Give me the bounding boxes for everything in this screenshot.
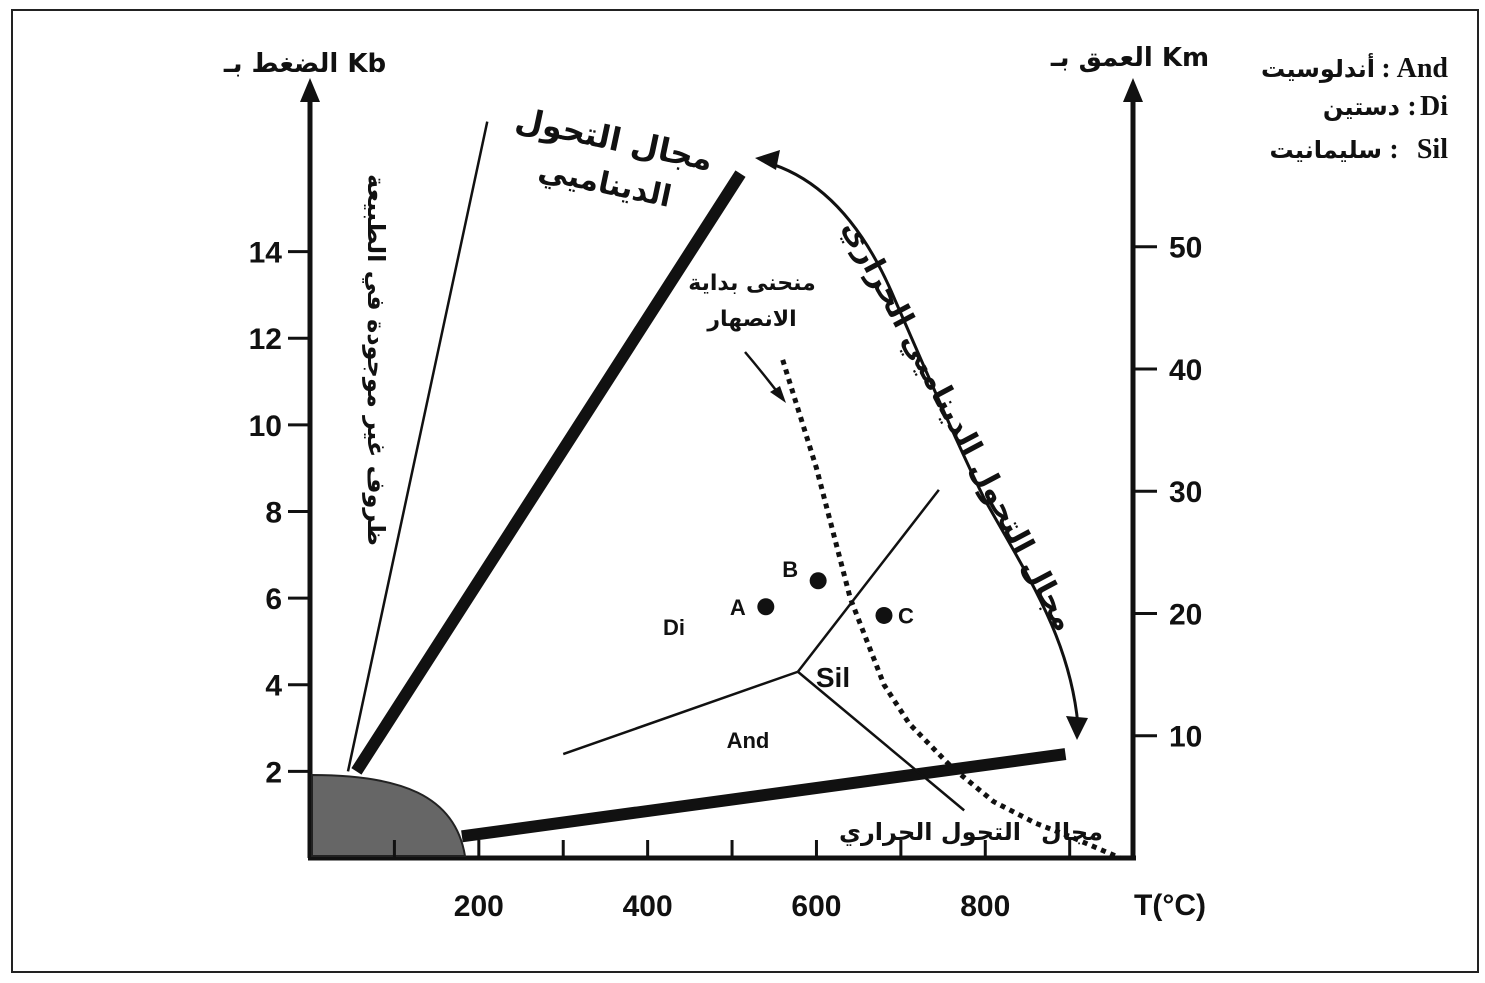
legend-colon-sil: :	[1389, 134, 1398, 165]
left-y-tick-label-4: 4	[265, 670, 282, 703]
legend-name-di: دستين	[1323, 93, 1400, 121]
legend-colon-and: :	[1381, 53, 1390, 84]
x-tick-label-400: 400	[623, 890, 673, 923]
right-y-axis-title: العمق بـ Km	[1050, 43, 1209, 73]
legend-colon-di: :	[1407, 91, 1416, 122]
left-y-tick-label-12: 12	[249, 323, 282, 356]
x-tick-label-600: 600	[791, 890, 841, 923]
left-y-tick-label-2: 2	[265, 756, 282, 789]
and-label: And	[727, 728, 770, 753]
points-layer: A B C	[730, 557, 914, 629]
curved-arrow	[755, 150, 1088, 740]
series-line-2	[461, 748, 1067, 843]
sil-label: Sil	[816, 662, 850, 693]
legend-abbr-di: Di	[1420, 91, 1448, 122]
left-y-tick-label-10: 10	[249, 410, 282, 443]
di-label: Di	[663, 615, 685, 640]
left-y-tick-label-6: 6	[265, 583, 282, 616]
legend-abbr-and: And	[1397, 53, 1449, 84]
point-label-C: C	[898, 603, 914, 628]
series-line-5	[796, 489, 940, 673]
nonexistent-conditions-region	[311, 773, 467, 857]
right-y-tick-label-30: 30	[1169, 476, 1202, 509]
melting-curve-label: منحنى بداية الانصهار	[688, 271, 816, 403]
nonexistent-conditions-label: ظروف غير موجودة في الطبيعة	[362, 174, 390, 546]
legend: And أندلوسيت : Di دستين : Sil سليمانيت :	[1261, 53, 1448, 165]
svg-text:التحول الحراري: التحول الحراري	[839, 818, 1021, 846]
left-y-tick-label-8: 8	[265, 496, 282, 529]
svg-text:مجال: مجال	[1041, 818, 1103, 846]
x-tick-label-200: 200	[454, 890, 504, 923]
dynamic-metamorphism-label: مجال التحول الديناميي	[512, 100, 716, 215]
series-line-0	[346, 121, 489, 772]
thermal-dynamic-label: مجال التحول الديناميي الحراري	[835, 214, 1082, 637]
left-y-tick-label-14: 14	[249, 237, 283, 270]
curved-arrow-head-bottom-icon	[1066, 716, 1088, 740]
point-C	[875, 606, 893, 624]
x-axis-title: T(°C)	[1134, 889, 1206, 922]
left-y-axis-arrow-icon	[300, 78, 320, 102]
svg-text:الانصهار: الانصهار	[706, 307, 796, 332]
melting-pointer-arrowhead-icon	[770, 386, 786, 403]
legend-name-sil: سليمانيت	[1269, 136, 1382, 164]
series-line-3	[780, 359, 1122, 861]
right-y-tick-label-10: 10	[1169, 721, 1202, 754]
point-label-B: B	[782, 557, 798, 582]
ticks-layer: 200 400 600 800 2 4 6 8 10 12 14 10 20 30 40 50	[249, 232, 1203, 923]
legend-abbr-sil: Sil	[1417, 134, 1448, 165]
series-line-4	[562, 670, 799, 756]
figure-frame	[11, 9, 1479, 973]
axes	[300, 78, 1143, 861]
x-tick-label-800: 800	[960, 890, 1010, 923]
series-line-6	[797, 670, 965, 812]
point-A	[757, 598, 775, 616]
svg-text:منحنى بداية: منحنى بداية	[688, 271, 815, 296]
left-y-axis-title: الضغط بـ Kb	[223, 49, 386, 79]
curved-arrow-head-top-icon	[755, 150, 780, 170]
right-y-tick-label-50: 50	[1169, 232, 1202, 265]
right-y-tick-label-40: 40	[1169, 354, 1202, 387]
series-line-1	[351, 170, 746, 775]
right-y-tick-label-20: 20	[1169, 598, 1202, 631]
thermal-metamorphism-label: مجال التحول الحراري	[839, 818, 1103, 846]
right-y-axis-arrow-icon	[1123, 78, 1143, 102]
legend-name-and: أندلوسيت	[1261, 53, 1375, 83]
point-B	[809, 572, 827, 590]
series-layer	[346, 121, 1122, 861]
point-label-A: A	[730, 595, 746, 620]
